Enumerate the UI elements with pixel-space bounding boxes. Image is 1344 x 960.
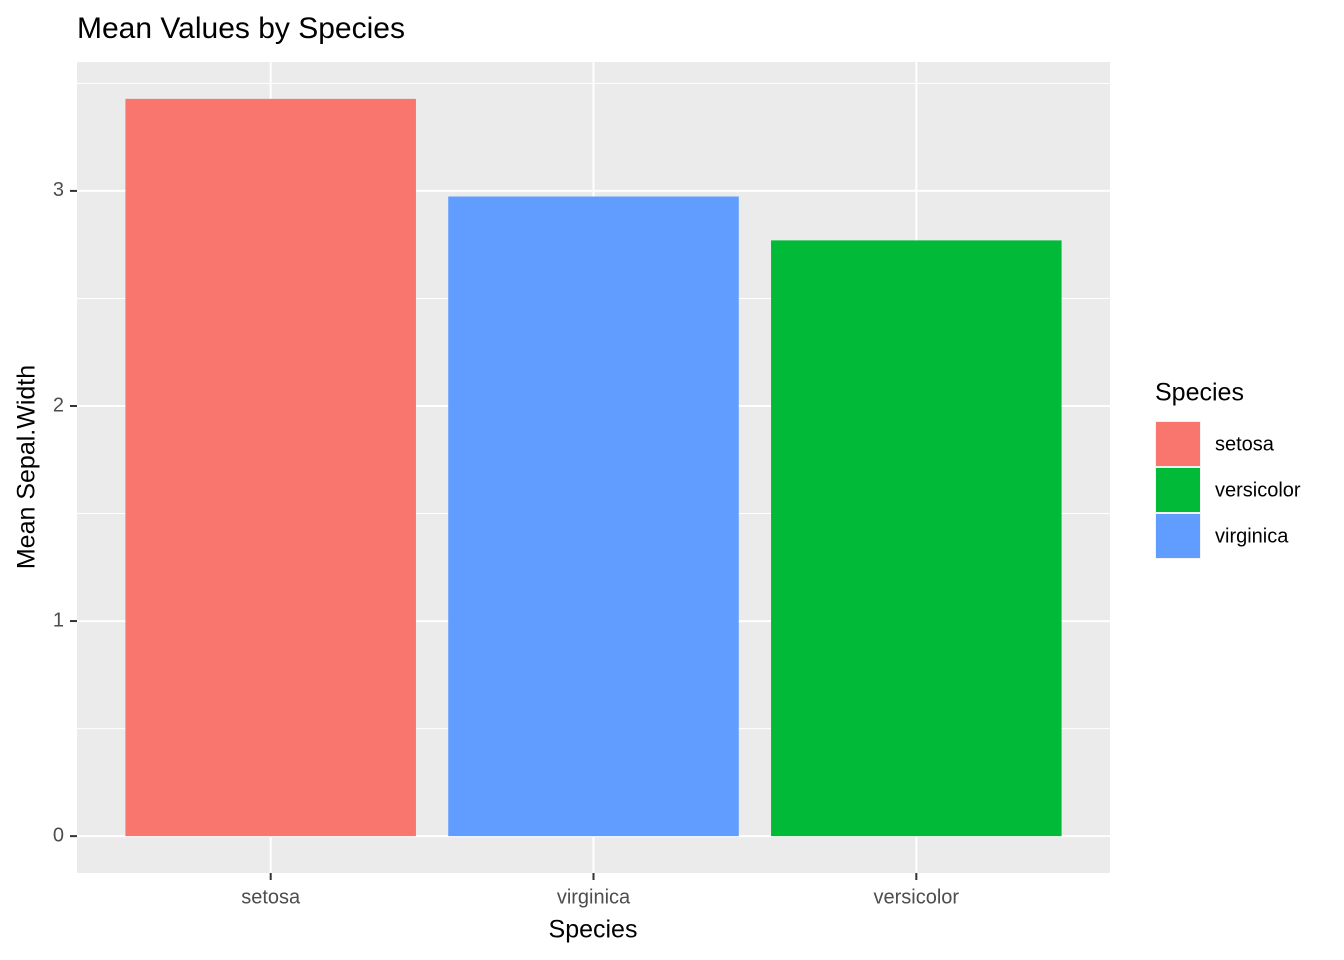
x-tick-label: versicolor: [874, 886, 960, 908]
y-axis-title: Mean Sepal.Width: [13, 365, 41, 569]
bar: [448, 196, 739, 837]
x-axis-title: Species: [549, 916, 638, 944]
chart-title: Mean Values by Species: [77, 12, 405, 45]
legend-swatch: [1156, 514, 1200, 558]
bar: [125, 98, 416, 837]
y-tick-label: 3: [53, 179, 64, 201]
legend-title: Species: [1155, 379, 1244, 407]
bar: [771, 240, 1062, 837]
y-tick-label: 1: [53, 609, 64, 631]
x-tick-label: virginica: [557, 886, 631, 908]
y-tick-label: 0: [53, 824, 64, 846]
legend-swatch: [1156, 422, 1200, 466]
y-tick-label: 2: [53, 394, 64, 416]
legend-swatch: [1156, 468, 1200, 512]
x-tick-label: setosa: [241, 886, 301, 908]
legend-label: virginica: [1215, 525, 1289, 547]
legend-label: versicolor: [1215, 479, 1301, 501]
legend-label: setosa: [1215, 433, 1275, 455]
